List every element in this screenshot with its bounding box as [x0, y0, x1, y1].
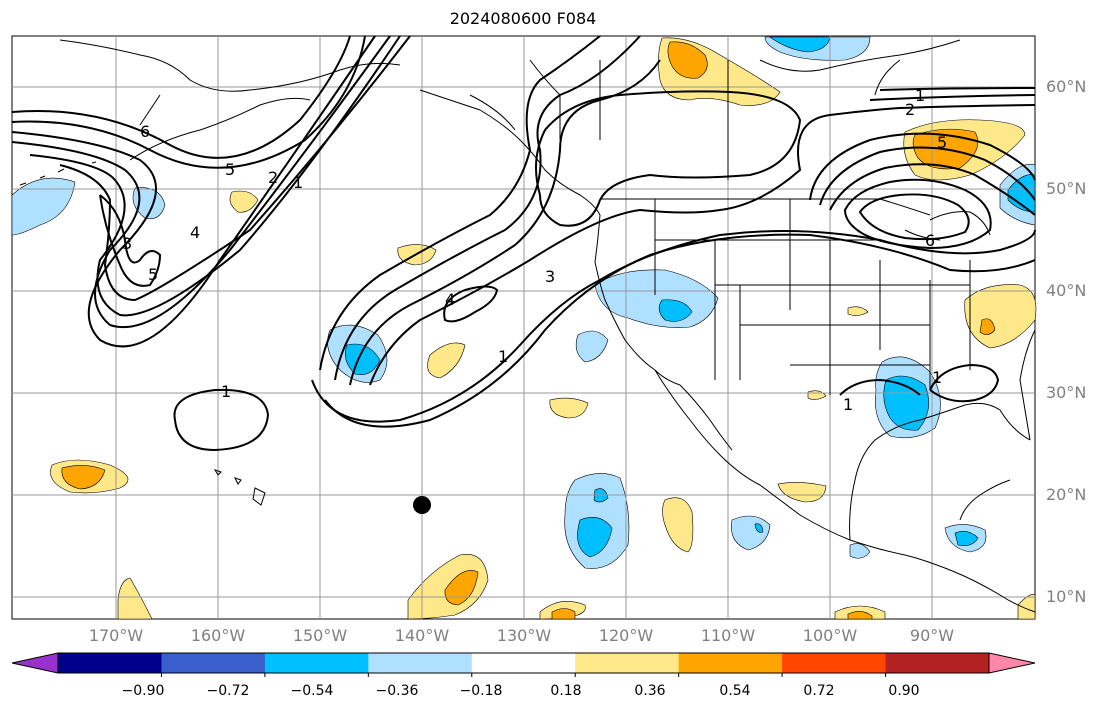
- colorbar-tick-label: −0.72: [206, 683, 250, 699]
- contour-label: 5: [148, 265, 158, 284]
- colorbar-segment: [678, 653, 783, 673]
- map-title: 2024080600 F084: [449, 9, 597, 28]
- colorbar-max-extension: [989, 653, 1035, 673]
- longitude-label: 170°W: [88, 626, 144, 645]
- colorbar-tick-label: 0.90: [888, 683, 920, 699]
- contour-label: 1: [915, 86, 925, 105]
- colorbar-segment: [471, 653, 576, 673]
- contour-label: 1: [498, 347, 508, 366]
- longitude-label: 160°W: [190, 626, 246, 645]
- longitude-label: 140°W: [394, 626, 450, 645]
- contour-labels: 6 5 2 1 3 4 5 4 3 1 1 1 2 5 6 1 1: [122, 86, 947, 414]
- contour-label: 6: [140, 122, 150, 141]
- contour-label: 5: [937, 133, 947, 152]
- longitude-label: 110°W: [700, 626, 756, 645]
- latitude-label: 20°N: [1046, 485, 1087, 504]
- latitude-label: 30°N: [1046, 383, 1087, 402]
- colorbar-segment: [161, 653, 266, 673]
- contour-label: 4: [445, 290, 455, 309]
- longitude-label: 130°W: [496, 626, 552, 645]
- latitude-label: 60°N: [1046, 77, 1087, 96]
- storm-position-marker: [413, 496, 431, 514]
- longitude-label: 90°W: [909, 626, 955, 645]
- colorbar-tick-label: 0.18: [550, 683, 582, 699]
- colorbar-segment: [58, 653, 162, 673]
- coastlines: [19, 39, 1036, 613]
- colorbar-tick-label: −0.90: [121, 683, 165, 699]
- colorbar-segment: [575, 653, 680, 673]
- colorbar-tick-label: 0.54: [719, 683, 751, 699]
- latitude-label: 10°N: [1046, 587, 1087, 606]
- contour-label: 1: [843, 395, 853, 414]
- longitude-label: 100°W: [802, 626, 858, 645]
- colorbar-min-extension: [12, 653, 58, 673]
- colorbar-tick-label: −0.36: [375, 683, 419, 699]
- contour-label: 4: [190, 223, 200, 242]
- latitude-label: 50°N: [1046, 179, 1087, 198]
- contour-label: 5: [225, 160, 235, 179]
- latitude-label: 40°N: [1046, 281, 1087, 300]
- contour-label: 1: [293, 173, 303, 192]
- colorbar-segment: [368, 653, 473, 673]
- contour-label: 2: [268, 168, 278, 187]
- contour-label: 6: [925, 231, 935, 250]
- colorbar-segment: [782, 653, 887, 673]
- anomaly-shading: [11, 36, 1037, 620]
- colorbar-tick-label: 0.36: [634, 683, 666, 699]
- colorbar-tick-label: 0.72: [803, 683, 835, 699]
- contour-label: 3: [122, 234, 132, 253]
- colorbar-segment: [264, 653, 369, 673]
- colorbar: [11, 652, 1036, 677]
- contour-label: 1: [221, 382, 231, 401]
- contour-label: 1: [932, 368, 942, 387]
- contour-label: 2: [905, 100, 915, 119]
- colorbar-segment: [885, 653, 990, 673]
- graticule: [12, 36, 1035, 619]
- contour-lines: [11, 35, 1036, 452]
- longitude-label: 150°W: [292, 626, 348, 645]
- longitude-label: 120°W: [598, 626, 654, 645]
- contour-label: 3: [545, 267, 555, 286]
- colorbar-tick-label: −0.18: [459, 683, 503, 699]
- colorbar-tick-label: −0.54: [290, 683, 334, 699]
